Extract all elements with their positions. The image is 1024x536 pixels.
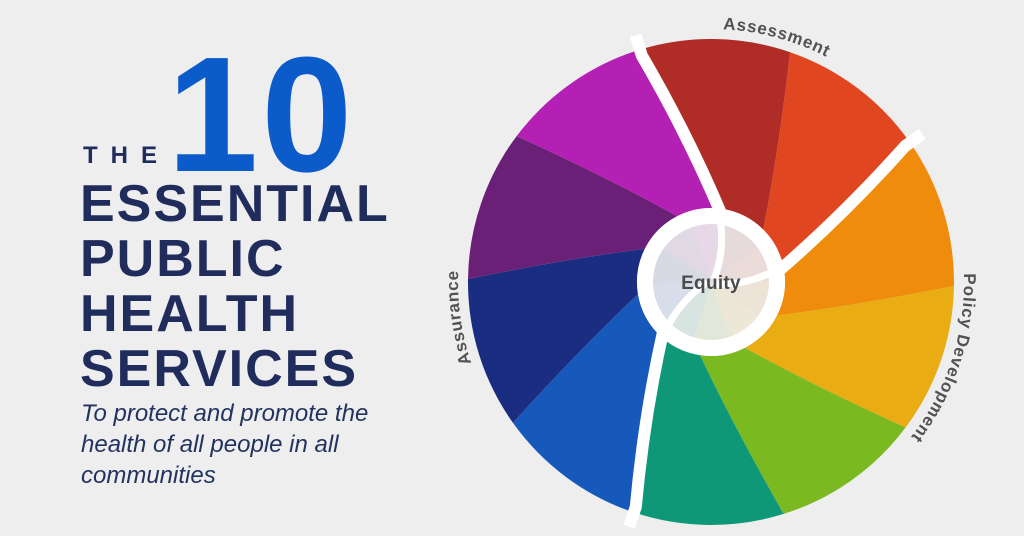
wheel-segment (763, 52, 911, 271)
subtitle-line: To protect and promote the (81, 400, 369, 427)
wheel-segment (699, 347, 906, 514)
center-slice (664, 282, 711, 339)
wheel-segment (468, 136, 678, 280)
equity-label: Equity (681, 273, 741, 294)
title-line-health: HEALTH (80, 285, 300, 343)
center-spoke (665, 279, 709, 328)
wheel-segment (639, 39, 791, 230)
wheel-segment (633, 334, 784, 525)
center-slice (694, 282, 731, 342)
wheel-segment (512, 294, 660, 513)
wheel-segment (744, 285, 954, 428)
subtitle-line: health of all people in all (81, 431, 339, 458)
center-slice (652, 248, 711, 284)
wheel-segment (468, 248, 645, 423)
center-slice (711, 246, 770, 282)
segment-gap (629, 33, 728, 218)
subtitle: To protect and promote the health of all… (81, 398, 368, 491)
segment-gap (774, 129, 926, 276)
center-slice (711, 282, 760, 338)
segment-gap (623, 329, 670, 529)
big-number-10: 10 (167, 23, 356, 206)
wheel-segment (516, 49, 723, 217)
title-line-essential: ESSENTIAL (80, 175, 390, 233)
center-slice (711, 280, 770, 316)
kicker-the: THE (83, 142, 170, 169)
center-slice (711, 225, 759, 282)
center-ring (637, 208, 785, 356)
title-line-public: PUBLIC (80, 230, 286, 288)
title-line-services: SERVICES (80, 340, 359, 398)
center-slice (662, 226, 711, 282)
center-spoke (714, 269, 773, 288)
wheel-segment (776, 142, 954, 316)
center-spoke (710, 221, 726, 281)
subtitle-line: communities (81, 462, 216, 489)
page-title: ESSENTIAL PUBLIC HEALTH SERVICES (80, 177, 390, 397)
